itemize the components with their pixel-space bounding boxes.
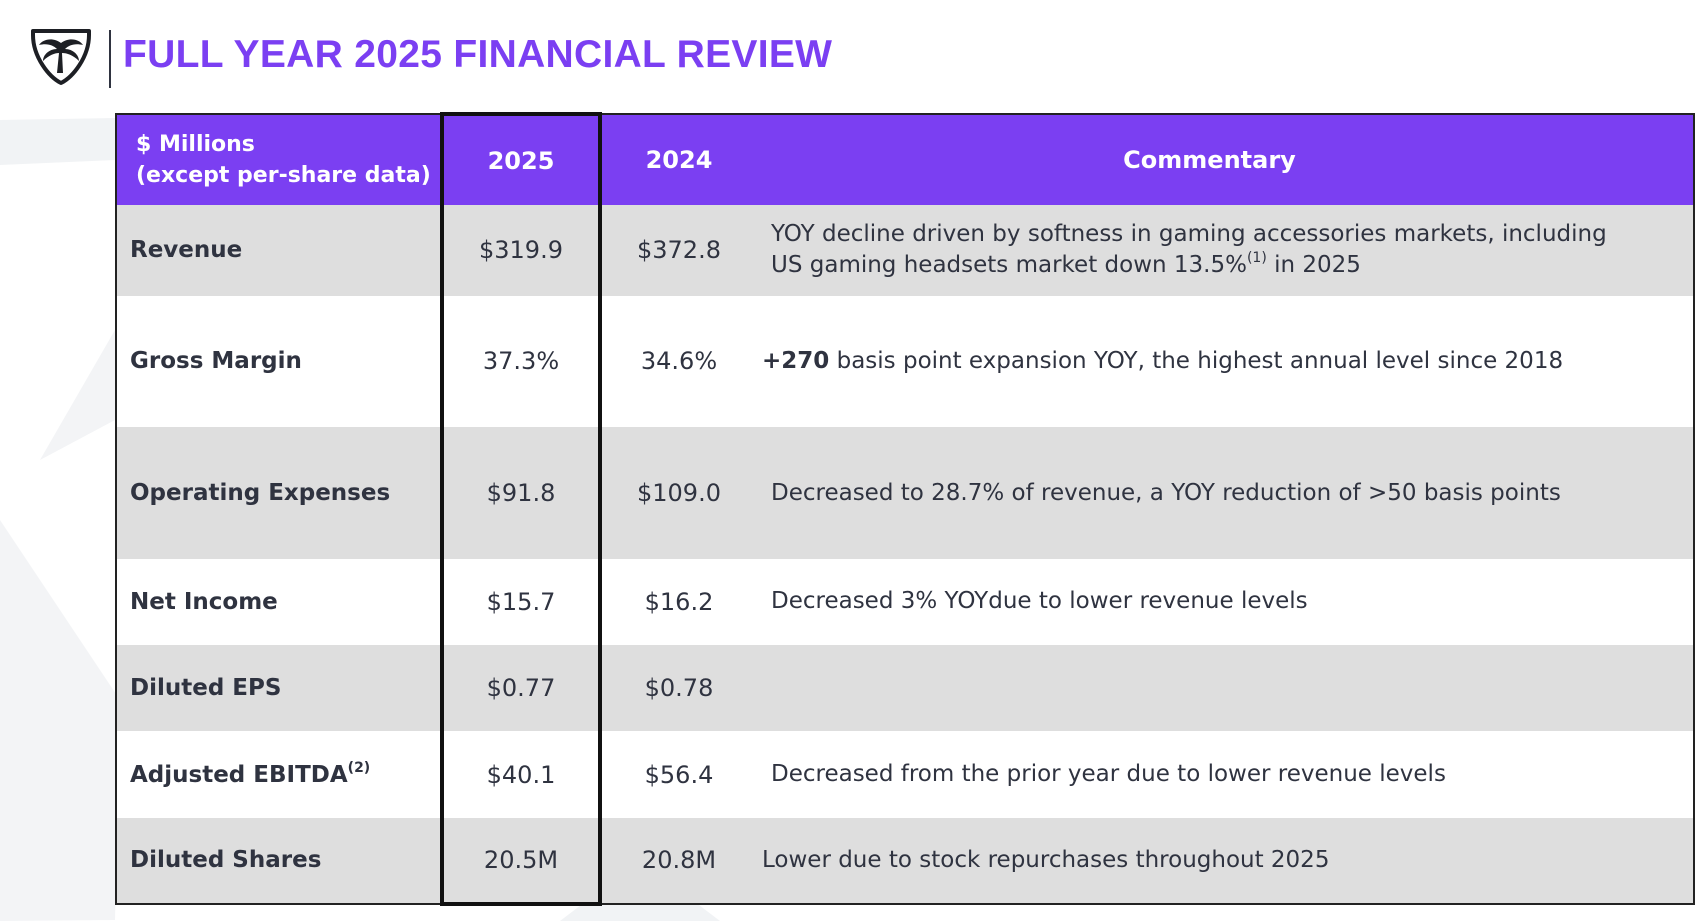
value-2024: $0.78: [600, 645, 756, 732]
value-2025: $15.7: [440, 558, 602, 646]
table-row-net-income: Net Income $15.7 $16.2 Decreased 3% YOYd…: [116, 558, 1694, 646]
value-2024: $109.0: [600, 427, 756, 559]
table-row-diluted-eps: Diluted EPS $0.77 $0.78: [116, 645, 1694, 732]
value-2024: $56.4: [600, 731, 756, 818]
metric-label: Net Income: [116, 558, 442, 646]
value-2024: 20.8M: [600, 817, 756, 904]
footnote-marker: (1): [1246, 250, 1267, 267]
value-2025: 37.3%: [440, 295, 602, 428]
value-2025: $91.8: [440, 427, 602, 559]
metric-label: Diluted Shares: [116, 817, 442, 904]
commentary-text: US gaming headsets market down 13.5%: [771, 252, 1247, 279]
commentary-cell: Lower due to stock repurchases throughou…: [756, 817, 1694, 904]
page-title: FULL YEAR 2025 FINANCIAL REVIEW: [123, 33, 833, 76]
metric-label: Revenue: [116, 205, 442, 296]
value-2024: $16.2: [600, 558, 756, 646]
commentary-cell: Decreased from the prior year due to low…: [756, 731, 1694, 818]
table-row-diluted-shares: Diluted Shares 20.5M 20.8M Lower due to …: [116, 817, 1694, 907]
value-2024: $372.8: [600, 205, 756, 296]
commentary-cell: Decreased 3% YOYdue to lower revenue lev…: [756, 558, 1694, 646]
footnote-marker: (2): [347, 759, 371, 776]
commentary-cell: YOY decline driven by softness in gaming…: [756, 205, 1694, 296]
header-metric: $ Millions (except per-share data): [116, 114, 442, 205]
commentary-text: in 2025: [1266, 252, 1361, 279]
value-2025: $319.9: [440, 205, 602, 296]
table-row-operating-expenses: Operating Expenses $91.8 $109.0 Decrease…: [116, 427, 1694, 559]
table-row-revenue: Revenue $319.9 $372.8 YOY decline driven…: [116, 205, 1694, 296]
commentary-cell: +270 basis point expansion YOY, the high…: [756, 295, 1694, 428]
metric-label: Gross Margin: [116, 295, 442, 428]
header-commentary: Commentary: [756, 114, 1694, 205]
table-row-gross-margin: Gross Margin 37.3% 34.6% +270 basis poin…: [116, 295, 1694, 428]
metric-label: Adjusted EBITDA(2): [116, 731, 442, 818]
financial-review-table: $ Millions (except per-share data) 2025 …: [115, 112, 1695, 907]
table-header-row: $ Millions (except per-share data) 2025 …: [116, 112, 1694, 205]
value-2025: $40.1: [440, 731, 602, 818]
palm-tree-shield-icon: [31, 29, 91, 85]
metric-label: Diluted EPS: [116, 645, 442, 732]
title-divider: [109, 30, 111, 88]
header-metric-line1: $ Millions: [136, 132, 255, 157]
table-row-adjusted-ebitda: Adjusted EBITDA(2) $40.1 $56.4 Decreased…: [116, 731, 1694, 818]
commentary-cell: [756, 645, 1694, 732]
commentary-text: basis point expansion YOY, the highest a…: [829, 347, 1564, 374]
header-2024: 2024: [600, 114, 756, 205]
value-2025: 20.5M: [440, 817, 602, 907]
value-2024: 34.6%: [600, 295, 756, 428]
header-metric-line2: (except per-share data): [136, 163, 431, 188]
commentary-line: YOY decline driven by softness in gaming…: [771, 221, 1607, 248]
commentary-cell: Decreased to 28.7% of revenue, a YOY red…: [756, 427, 1694, 559]
commentary-line: US gaming headsets market down 13.5%(1) …: [771, 250, 1683, 281]
metric-text: Adjusted EBITDA: [130, 761, 348, 788]
metric-label: Operating Expenses: [116, 427, 442, 559]
value-2025: $0.77: [440, 645, 602, 732]
commentary-highlight: +270: [762, 347, 830, 374]
header-2025: 2025: [440, 112, 602, 205]
